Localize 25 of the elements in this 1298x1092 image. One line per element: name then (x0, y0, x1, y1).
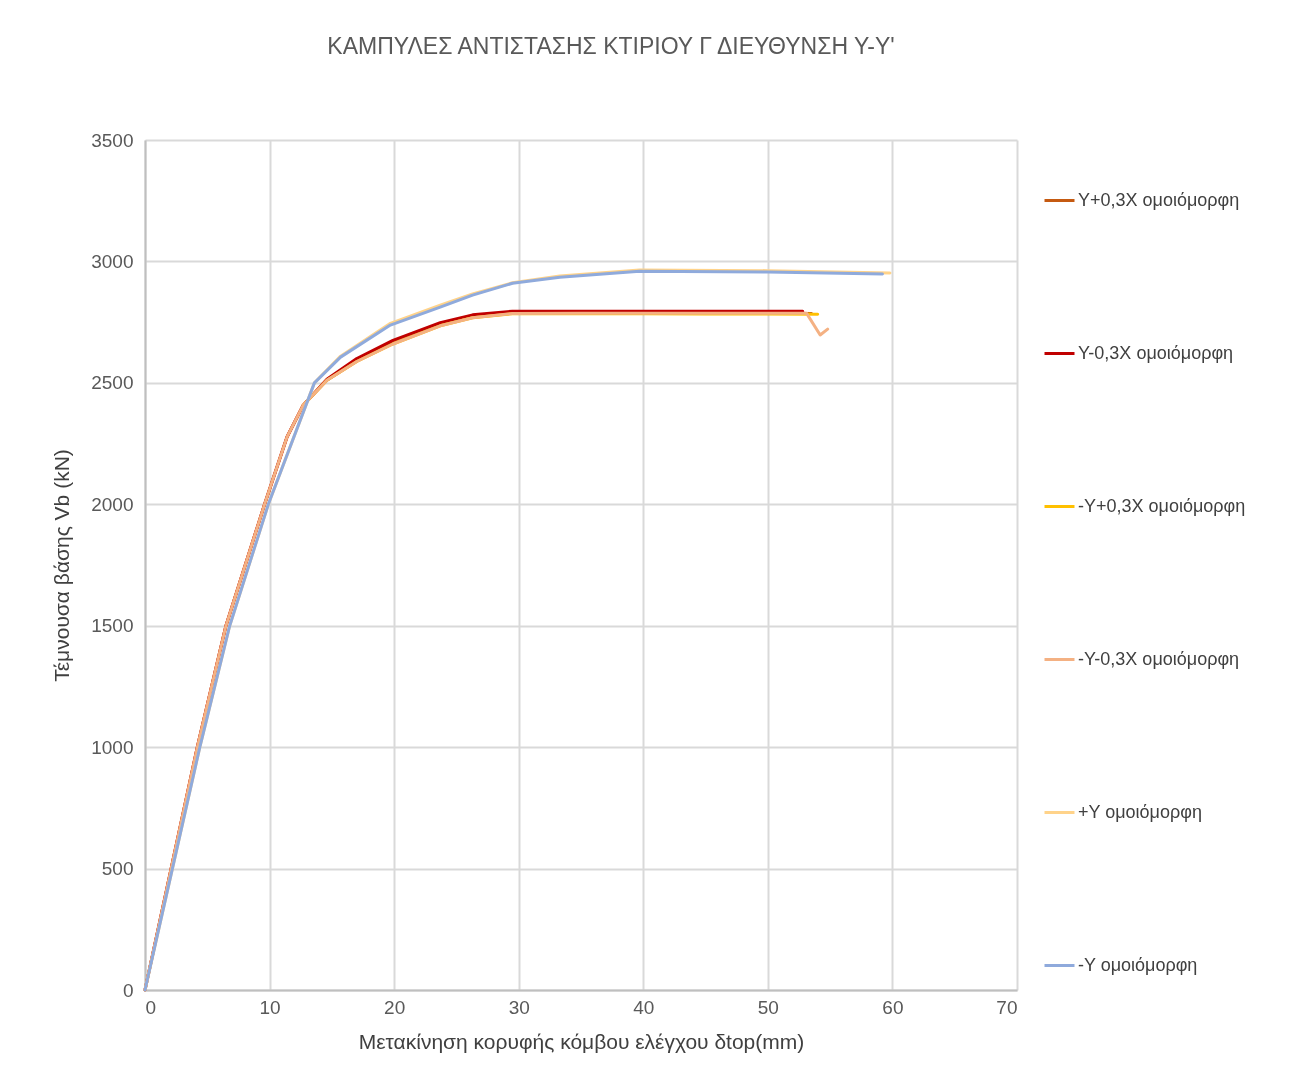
x-tick-label: 70 (996, 996, 1018, 1018)
x-axis-title: Μετακίνηση κορυφής κόμβου ελέγχου δtop(mm) (358, 1029, 805, 1053)
legend-label: Y+0,3X ομοιόμορφη (1078, 189, 1240, 210)
x-tick-label: 0 (145, 996, 157, 1018)
legend-label: -Y+0,3X ομοιόμορφη (1078, 495, 1246, 516)
legend-label: -Y ομοιόμορφη (1078, 954, 1198, 975)
y-tick-label: 2500 (91, 372, 134, 394)
legend-label: Y-0,3X ομοιόμορφη (1078, 342, 1234, 363)
x-tick-label: 40 (633, 996, 655, 1018)
x-tick-label: 50 (757, 996, 779, 1018)
y-tick-label: 0 (122, 979, 134, 1001)
x-tick-label: 60 (882, 996, 904, 1018)
legend-label: -Y-0,3X ομοιόμορφη (1078, 648, 1240, 669)
x-tick-label: 30 (508, 996, 530, 1018)
chart-title: ΚΑΜΠΥΛΕΣ ΑΝΤΙΣΤΑΣΗΣ ΚΤΙΡΙΟΥ Γ ΔΙΕΥΘΥΝΣΗ Υ-Υ' (327, 33, 895, 59)
y-tick-label: 2000 (91, 493, 134, 515)
y-tick-label: 1500 (91, 615, 134, 637)
y-tick-label: 1000 (91, 736, 134, 758)
y-axis-title: Τέμνουσα βάσης Vb (kN) (50, 449, 74, 682)
legend-label: +Y ομοιόμορφη (1078, 801, 1202, 822)
x-tick-label: 20 (384, 996, 406, 1018)
x-tick-label: 10 (259, 996, 281, 1018)
y-tick-label: 500 (101, 858, 134, 880)
y-tick-label: 3000 (91, 250, 134, 272)
y-tick-label: 3500 (91, 129, 134, 151)
